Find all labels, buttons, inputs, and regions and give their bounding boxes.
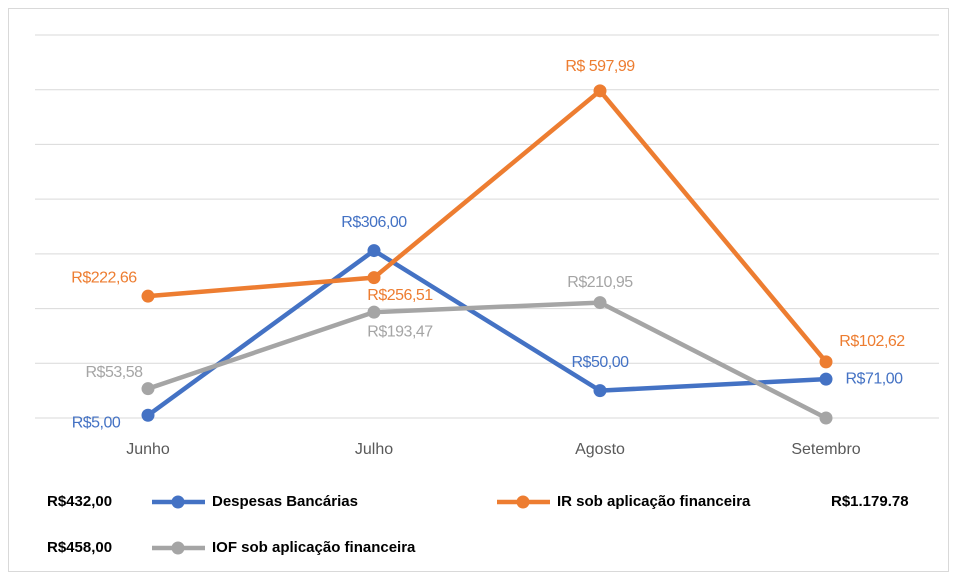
point	[367, 305, 381, 319]
point	[141, 382, 155, 396]
point	[819, 355, 833, 369]
legend-total: R$458,00	[47, 539, 112, 556]
data-label: R$53,58	[86, 364, 144, 381]
data-label: R$5,00	[72, 414, 121, 431]
data-label: R$222,66	[71, 269, 137, 286]
point	[367, 271, 381, 285]
data-label: R$ 597,99	[565, 58, 635, 75]
series-line	[146, 248, 827, 418]
x-tick-label: Julho	[355, 441, 393, 458]
point	[593, 296, 607, 310]
data-label: R$256,51	[367, 287, 433, 304]
x-tick-label: Setembro	[791, 441, 860, 458]
legend-marker	[171, 495, 185, 509]
point	[593, 84, 607, 98]
legend-label: Despesas Bancárias	[212, 493, 358, 510]
point	[819, 372, 833, 386]
point	[819, 411, 833, 425]
legend-total: R$1.179.78	[831, 493, 909, 510]
data-label: R$193,47	[367, 323, 433, 340]
legend-label: IR sob aplicação financeira	[557, 493, 751, 510]
point	[367, 244, 381, 258]
series-line	[147, 300, 828, 421]
data-label: R$71,00	[846, 370, 904, 387]
legend-label: IOF sob aplicação financeira	[212, 539, 416, 556]
data-label: R$210,95	[567, 274, 633, 291]
point	[593, 384, 607, 398]
series-line	[147, 88, 828, 364]
data-label: R$306,00	[341, 214, 407, 231]
legend-marker	[516, 495, 530, 509]
data-label: R$50,00	[572, 354, 630, 371]
legend-marker	[171, 541, 185, 555]
x-tick-label: Junho	[126, 441, 170, 458]
x-tick-label: Agosto	[575, 441, 625, 458]
legend-total: R$432,00	[47, 493, 112, 510]
point	[141, 289, 155, 303]
point	[141, 408, 155, 422]
data-label: R$102,62	[839, 333, 905, 350]
chart-frame	[8, 8, 949, 572]
